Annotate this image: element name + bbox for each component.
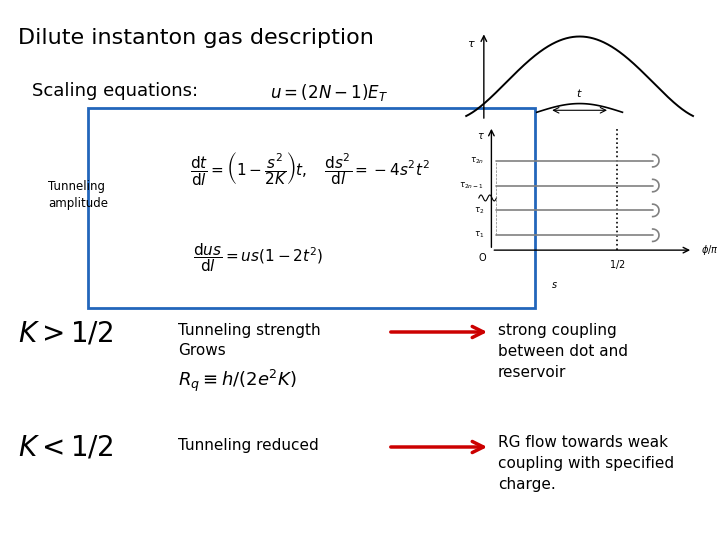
Text: Tunneling
amplitude: Tunneling amplitude (48, 180, 108, 210)
Text: Grows: Grows (178, 343, 226, 358)
Text: $R_q \equiv h/(2e^2K)$: $R_q \equiv h/(2e^2K)$ (178, 368, 297, 394)
Text: Dilute instanton gas description: Dilute instanton gas description (18, 28, 374, 48)
Text: Scaling equations:: Scaling equations: (32, 82, 198, 100)
Text: RG flow towards weak
coupling with specified
charge.: RG flow towards weak coupling with speci… (498, 435, 674, 492)
Text: $\tau$: $\tau$ (467, 39, 476, 49)
Text: $\dfrac{\mathrm{d}t}{\mathrm{d}l} = \left(1 - \dfrac{s^2}{2K}\right)t,\quad \dfr: $\dfrac{\mathrm{d}t}{\mathrm{d}l} = \lef… (190, 150, 430, 186)
Text: $1/2$: $1/2$ (609, 258, 626, 271)
Text: O: O (479, 253, 487, 262)
Text: $\tau_2$: $\tau_2$ (474, 205, 484, 215)
Text: $\phi/\pi$: $\phi/\pi$ (701, 243, 719, 257)
Text: $K > 1/2$: $K > 1/2$ (18, 320, 113, 347)
Text: $\tau_{2n}$: $\tau_{2n}$ (469, 156, 484, 166)
Text: $u = (2N-1)E_T$: $u = (2N-1)E_T$ (270, 82, 388, 103)
Text: Tunneling reduced: Tunneling reduced (178, 438, 319, 453)
Text: $t$: $t$ (576, 86, 583, 99)
Text: $\dfrac{\mathrm{d}us}{\mathrm{d}l} = us(1-2t^2)$: $\dfrac{\mathrm{d}us}{\mathrm{d}l} = us(… (193, 241, 323, 274)
Text: Tunneling strength: Tunneling strength (178, 323, 320, 338)
Text: strong coupling
between dot and
reservoir: strong coupling between dot and reservoi… (498, 323, 628, 380)
Text: $\tau_1$: $\tau_1$ (474, 230, 484, 240)
Bar (88, 108, 535, 308)
Text: $s$: $s$ (551, 280, 558, 290)
Text: $K < 1/2$: $K < 1/2$ (18, 435, 113, 462)
Text: $\tau$: $\tau$ (477, 131, 485, 141)
Text: $\tau_{2n-1}$: $\tau_{2n-1}$ (459, 180, 484, 191)
